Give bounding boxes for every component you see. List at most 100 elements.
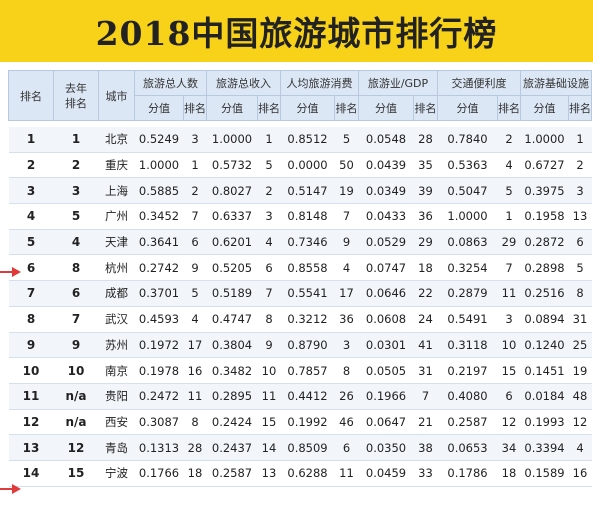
cell-city: 贵阳: [98, 383, 135, 410]
cell-subrank: 21: [413, 409, 438, 436]
cell-city: 广州: [98, 203, 135, 230]
cell-subrank: 13: [257, 460, 281, 487]
cell-subrank: 8: [568, 280, 592, 307]
cell-score: 0.3701: [134, 280, 184, 307]
cell-prev-rank: 6: [53, 280, 99, 307]
cell-score: 0.0548: [358, 127, 414, 153]
cell-subrank: 4: [334, 254, 359, 282]
cell-subrank: 5: [257, 152, 281, 179]
cell-score: 0.0439: [358, 152, 414, 179]
cell-score: 0.1972: [134, 332, 184, 359]
cell-city: 武汉: [98, 306, 135, 333]
header-city: 城市: [98, 70, 135, 121]
cell-score: 0.2872: [520, 229, 569, 256]
page-title: 2018中国旅游城市排行榜: [95, 14, 498, 53]
cell-rank: 13: [8, 434, 54, 461]
cell-subrank: 9: [334, 229, 359, 256]
cell-score: 0.3482: [206, 357, 258, 384]
cell-subrank: 18: [413, 254, 438, 282]
cell-city: 天津: [98, 229, 135, 256]
cell-subrank: 3: [568, 177, 592, 205]
cell-score: 0.2587: [206, 460, 258, 487]
cell-subrank: 6: [257, 254, 281, 282]
cell-subrank: 50: [334, 152, 359, 179]
cell-subrank: 18: [183, 460, 207, 487]
cell-score: 0.1589: [520, 460, 569, 487]
cell-score: 0.8027: [206, 177, 258, 205]
cell-subrank: 3: [257, 203, 281, 230]
cell-score: 0.0647: [358, 409, 414, 436]
cell-score: 0.0505: [358, 357, 414, 384]
subheader-rank: 排名: [413, 95, 438, 121]
table-row: 6 8 杭州 0.2742 9 0.5205 6 0.8558 4 0.0747 18 0.3254 7…: [8, 254, 592, 282]
cell-score: 0.3118: [437, 332, 498, 359]
cell-rank: 8: [8, 306, 54, 333]
cell-score: 0.1992: [280, 409, 335, 436]
cell-score: 0.5047: [437, 177, 498, 205]
cell-subrank: 34: [497, 434, 521, 461]
cell-rank: 10: [8, 357, 54, 384]
cell-city: 宁波: [98, 460, 135, 487]
cell-score: 0.0349: [358, 177, 414, 205]
cell-subrank: 22: [413, 280, 438, 307]
cell-subrank: 11: [183, 383, 207, 410]
cell-score: 0.7840: [437, 127, 498, 153]
cell-subrank: 15: [257, 409, 281, 436]
cell-subrank: 1: [568, 127, 592, 153]
cell-subrank: 4: [568, 434, 592, 461]
cell-score: 0.5491: [437, 306, 498, 333]
cell-prev-rank: 10: [53, 357, 99, 384]
cell-subrank: 19: [334, 177, 359, 205]
cell-subrank: 15: [497, 357, 521, 384]
cell-rank: 11: [8, 383, 54, 410]
cell-score: 0.5732: [206, 152, 258, 179]
cell-subrank: 16: [183, 357, 207, 384]
cell-score: 0.5205: [206, 254, 258, 282]
cell-score: 0.5189: [206, 280, 258, 307]
cell-subrank: 31: [568, 306, 592, 333]
cell-subrank: 2: [497, 127, 521, 153]
cell-score: 0.1240: [520, 332, 569, 359]
subheader-score: 分值: [134, 95, 184, 121]
cell-subrank: 8: [334, 357, 359, 384]
cell-score: 0.4080: [437, 383, 498, 410]
header-group-revenue: 旅游总收入: [206, 70, 281, 96]
ranking-table: 排名 去年排名 城市 旅游总人数 旅游总收入 人均旅游消费 旅游业/GDP 交通…: [8, 70, 592, 487]
cell-score: 0.0433: [358, 203, 414, 230]
cell-prev-rank: 15: [53, 460, 99, 487]
cell-prev-rank: 5: [53, 203, 99, 230]
cell-prev-rank: 4: [53, 229, 99, 256]
cell-subrank: 2: [568, 152, 592, 179]
cell-score: 0.0529: [358, 229, 414, 256]
cell-subrank: 17: [183, 332, 207, 359]
cell-subrank: 39: [413, 177, 438, 205]
cell-subrank: 5: [183, 280, 207, 307]
cell-subrank: 26: [334, 383, 359, 410]
subheader-rank: 排名: [334, 95, 359, 121]
ranking-table-wrapper: 排名 去年排名 城市 旅游总人数 旅游总收入 人均旅游消费 旅游业/GDP 交通…: [8, 70, 592, 487]
cell-rank: 2: [8, 152, 54, 179]
cell-score: 0.8512: [280, 127, 335, 153]
cell-prev-rank: 8: [53, 254, 99, 282]
cell-city: 苏州: [98, 332, 135, 359]
table-row: 11 n/a 贵阳 0.2472 11 0.2895 11 0.4412 26 0.1966 7 0.…: [8, 383, 592, 410]
cell-subrank: 3: [497, 306, 521, 333]
cell-subrank: 38: [413, 434, 438, 461]
table-row: 7 6 成都 0.3701 5 0.5189 7 0.5541 17 0.0646 22 0.2879…: [8, 280, 592, 307]
cell-score: 0.5249: [134, 127, 184, 153]
cell-subrank: 17: [334, 280, 359, 307]
cell-score: 0.0000: [280, 152, 335, 179]
cell-subrank: 6: [183, 229, 207, 256]
cell-subrank: 8: [183, 409, 207, 436]
cell-subrank: 2: [257, 177, 281, 205]
cell-score: 0.8509: [280, 434, 335, 461]
cell-subrank: 16: [568, 460, 592, 487]
cell-subrank: 7: [413, 383, 438, 410]
cell-subrank: 3: [183, 127, 207, 153]
subheader-score: 分值: [358, 95, 414, 121]
cell-subrank: 4: [257, 229, 281, 256]
cell-subrank: 48: [568, 383, 592, 410]
cell-subrank: 12: [568, 409, 592, 436]
cell-score: 0.7857: [280, 357, 335, 384]
